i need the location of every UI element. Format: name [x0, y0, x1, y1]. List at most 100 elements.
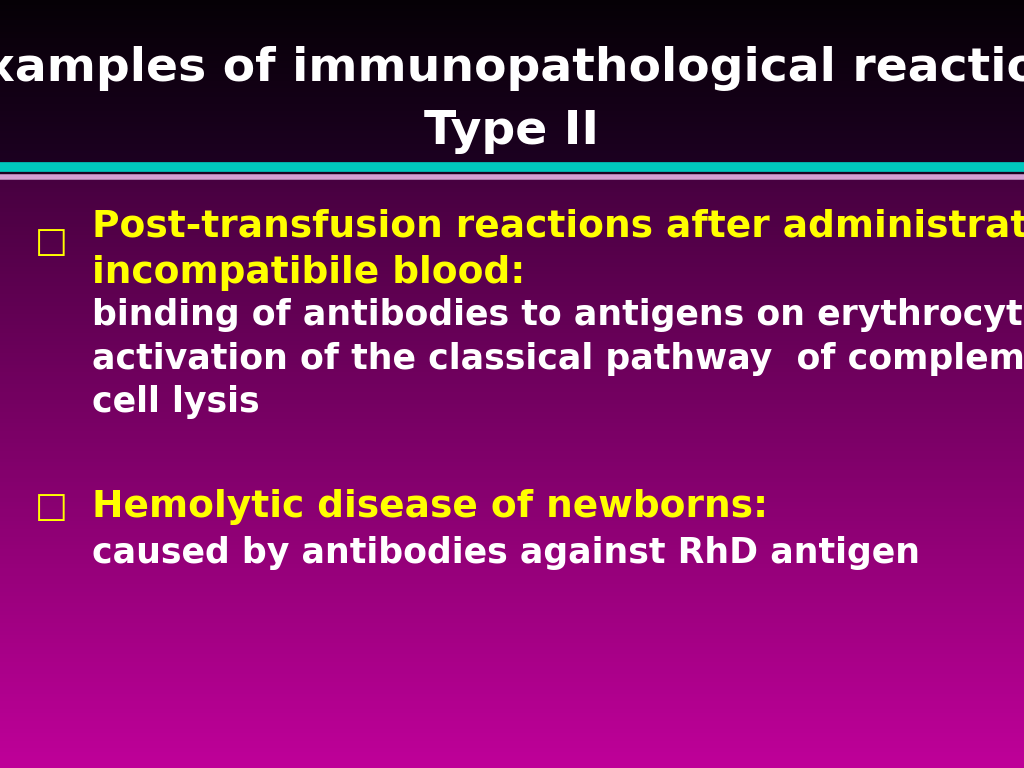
Bar [0, 388, 1024, 392]
Bar [0, 658, 1024, 662]
Bar [0, 400, 1024, 404]
Bar [0, 283, 1024, 286]
Text: Examples of immunopathological reaction: Examples of immunopathological reaction [0, 46, 1024, 91]
Bar [0, 81, 1024, 84]
Bar [0, 140, 1024, 142]
Bar [0, 68, 1024, 70]
Bar [0, 77, 1024, 79]
Bar [0, 25, 1024, 27]
Bar [0, 158, 1024, 161]
Bar [0, 163, 1024, 164]
Bar [0, 48, 1024, 50]
Bar [0, 223, 1024, 227]
Bar [0, 494, 1024, 498]
Bar [0, 572, 1024, 576]
Bar [0, 124, 1024, 127]
Text: activation of the classical pathway  of complement →: activation of the classical pathway of c… [92, 342, 1024, 376]
Bar [0, 369, 1024, 372]
Text: □: □ [35, 225, 68, 259]
Bar [0, 164, 1024, 167]
Bar [0, 462, 1024, 466]
Bar [0, 36, 1024, 38]
Bar [0, 588, 1024, 591]
Bar [0, 740, 1024, 744]
Bar [0, 149, 1024, 151]
Bar [0, 396, 1024, 400]
Bar [0, 423, 1024, 427]
Bar [0, 144, 1024, 147]
Bar [0, 154, 1024, 156]
Bar [0, 12, 1024, 14]
Bar [0, 88, 1024, 91]
Bar [0, 122, 1024, 124]
Bar [0, 568, 1024, 572]
Bar [0, 167, 1024, 169]
Bar [0, 502, 1024, 505]
Bar [0, 131, 1024, 133]
Bar [0, 591, 1024, 596]
Bar [0, 14, 1024, 16]
Bar [0, 29, 1024, 31]
Bar [0, 548, 1024, 553]
Bar [0, 514, 1024, 518]
Bar [0, 666, 1024, 670]
Bar [0, 274, 1024, 279]
Text: cell lysis: cell lysis [92, 386, 260, 419]
Bar [0, 345, 1024, 349]
Bar [0, 318, 1024, 322]
Bar [0, 313, 1024, 318]
Bar [0, 647, 1024, 650]
Bar [0, 760, 1024, 764]
Bar [0, 361, 1024, 365]
Bar [0, 427, 1024, 431]
Bar [0, 596, 1024, 600]
Bar [0, 120, 1024, 122]
Bar [0, 79, 1024, 81]
Bar [0, 639, 1024, 643]
Bar [0, 286, 1024, 290]
Bar [0, 670, 1024, 674]
Bar [0, 537, 1024, 541]
Bar [0, 490, 1024, 494]
Bar [0, 38, 1024, 41]
Bar [0, 61, 1024, 63]
Bar [0, 50, 1024, 52]
Bar [0, 475, 1024, 478]
Bar [0, 56, 1024, 58]
Bar [0, 682, 1024, 686]
Bar [0, 697, 1024, 701]
Bar [0, 611, 1024, 615]
Bar [0, 196, 1024, 200]
Bar [0, 169, 1024, 171]
Bar [0, 27, 1024, 29]
Bar [0, 270, 1024, 274]
Bar [0, 45, 1024, 48]
Bar [0, 41, 1024, 43]
Bar [0, 455, 1024, 458]
Bar [0, 748, 1024, 753]
Bar [0, 94, 1024, 97]
Bar [0, 91, 1024, 92]
Bar [0, 713, 1024, 717]
Bar [0, 113, 1024, 115]
Bar [0, 521, 1024, 525]
Bar [0, 580, 1024, 584]
Bar [0, 151, 1024, 154]
Bar [0, 635, 1024, 639]
Bar [0, 753, 1024, 756]
Bar [0, 466, 1024, 470]
Bar [0, 447, 1024, 451]
Bar [0, 92, 1024, 94]
Bar [0, 20, 1024, 22]
Bar [0, 101, 1024, 104]
Bar [0, 31, 1024, 34]
Bar [0, 147, 1024, 149]
Bar [0, 694, 1024, 697]
Bar [0, 541, 1024, 545]
Bar [0, 326, 1024, 329]
Bar [0, 678, 1024, 682]
Bar [0, 717, 1024, 721]
Bar [0, 212, 1024, 216]
Bar [0, 372, 1024, 376]
Bar [0, 561, 1024, 564]
